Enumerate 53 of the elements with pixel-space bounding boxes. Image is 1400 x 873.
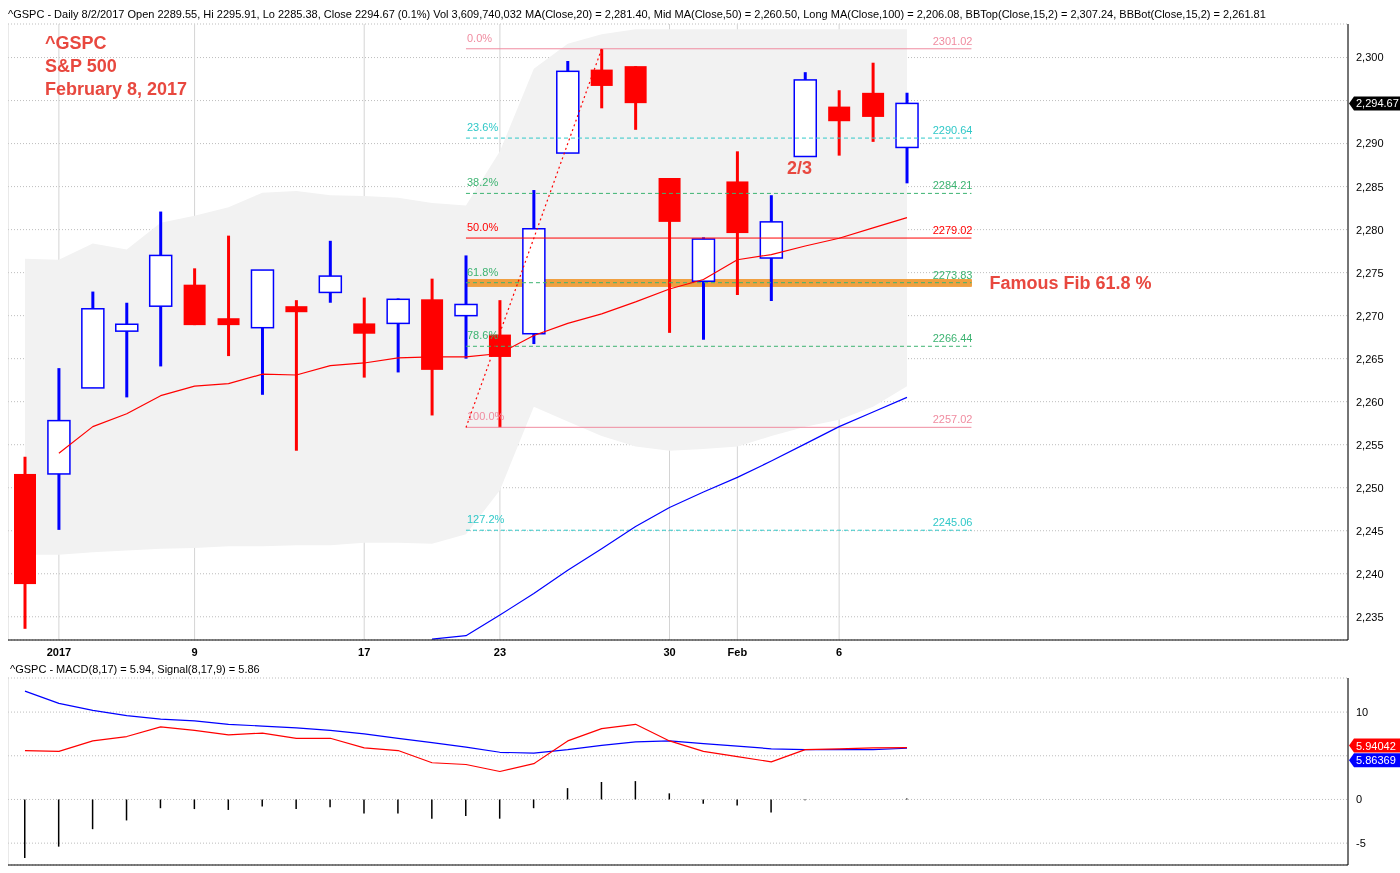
- ref-line-label: 2290.64: [932, 124, 973, 137]
- ref-line-label: 2266.44: [932, 332, 973, 345]
- ref-line-label: 2284.21: [932, 179, 973, 192]
- line-series: [24, 723, 908, 773]
- y-tick-label: 2,290: [1356, 137, 1384, 150]
- text: 5.86369: [1356, 754, 1396, 767]
- x-tick-label: 6: [836, 645, 843, 658]
- candlestick: [828, 90, 851, 156]
- y-tick-label: 2,270: [1356, 309, 1384, 322]
- candlestick: [217, 235, 240, 358]
- line-series: [431, 396, 908, 640]
- x-tick-label: 2017: [46, 645, 72, 658]
- line-series: [24, 690, 908, 754]
- annotation: 0.0%: [466, 31, 493, 44]
- ref-line-label: 2279.02: [932, 224, 973, 237]
- y-tick-label: 2,245: [1356, 524, 1384, 537]
- candlestick: [285, 300, 308, 451]
- y-tick-label: 2,255: [1356, 438, 1384, 451]
- band-label: Famous Fib 61.8 %: [989, 273, 1152, 294]
- y-tick-label: 2,240: [1356, 567, 1384, 580]
- y-tick-label: 2,280: [1356, 223, 1384, 236]
- ref-line-label: 2273.83: [932, 268, 973, 281]
- y-tick-label: 2,285: [1356, 180, 1384, 193]
- annotation: 23.6%: [466, 121, 499, 134]
- annotation: 38.2%: [466, 176, 499, 189]
- annotation: 50.0%: [466, 221, 499, 234]
- chart-subtitle: ^GSPC - Daily 8/2/2017 Open 2289.55, Hi 2295.91, Lo 2285.38, Close 2294.67 (0.1%) Vol 3,609,740,032 MA(Close,20) = 2,281.40, Mid MA(Close,50) = 2,260.50, Long MA(Close,100) = 2,206.08, BBTop(Close,15,2) = 2,307.24, BBBot(Close,15,2) = 2,261.81: [8, 8, 1266, 20]
- ref-line-label: 2245.06: [932, 516, 973, 529]
- x-tick-label: 23: [493, 645, 507, 658]
- y-tick-label: 2,260: [1356, 395, 1384, 408]
- y-tick-label: 0: [1356, 793, 1363, 806]
- annotation: 2/3: [787, 158, 813, 179]
- y-tick-label: 10: [1356, 705, 1369, 718]
- y-tick-label: -5: [1356, 837, 1366, 850]
- y-tick-label: 2,235: [1356, 610, 1384, 623]
- ref-line-label: 2257.02: [932, 413, 973, 426]
- text: ^GSPC S&P 500 February 8, 2017: [45, 32, 188, 101]
- text: 2,294.67: [1356, 97, 1399, 110]
- chart-title: ^GSPC - MACD(8,17) = 5.94, Signal(8,17,9) = 5.86: [10, 663, 260, 675]
- ref-line-label: 2301.02: [932, 34, 973, 47]
- x-tick-label: 17: [358, 645, 371, 658]
- annotation: 127.2%: [466, 513, 505, 526]
- y-tick-label: 2,250: [1356, 481, 1384, 494]
- text: 5.94042: [1356, 739, 1396, 752]
- candlestick: [318, 239, 343, 303]
- y-tick-label: 2,275: [1356, 266, 1384, 279]
- y-tick-label: 2,265: [1356, 352, 1384, 365]
- candlestick: [115, 302, 139, 398]
- y-tick-label: 2,300: [1356, 51, 1384, 64]
- x-tick-label: 9: [191, 645, 198, 658]
- candlestick: [353, 297, 376, 378]
- x-tick-label: Feb: [727, 645, 748, 658]
- x-tick-label: 30: [663, 645, 676, 658]
